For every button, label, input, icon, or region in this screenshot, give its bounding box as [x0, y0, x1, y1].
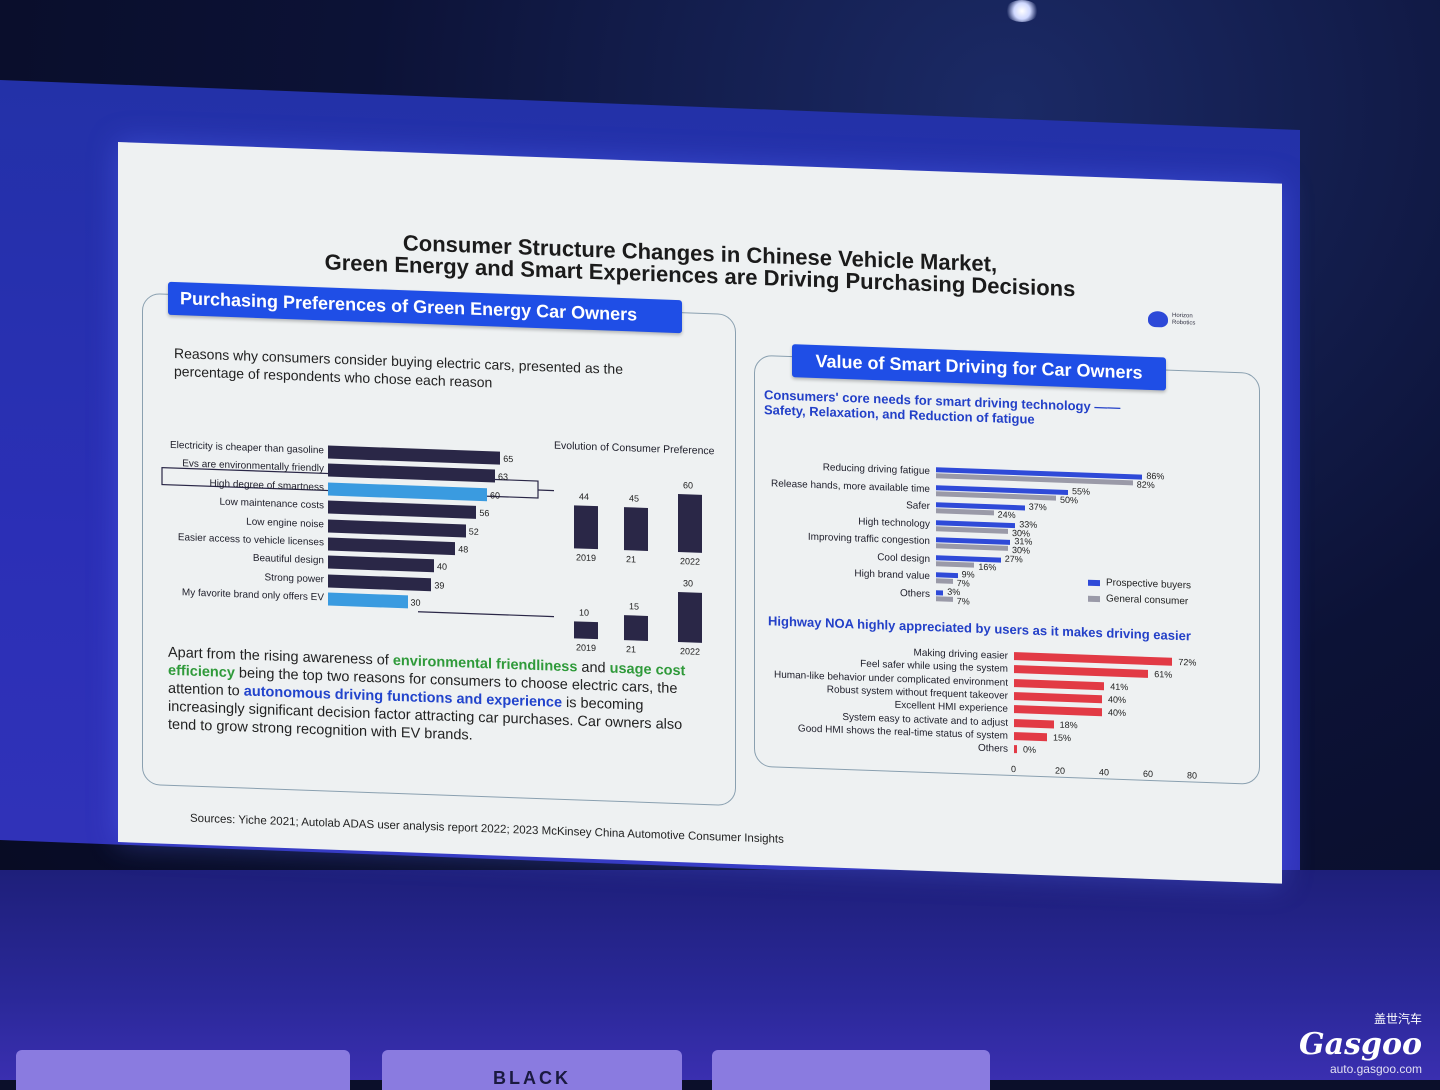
- legend-swatch-grey: [1088, 595, 1100, 602]
- connector-lower: [418, 611, 554, 618]
- stage-desk: [16, 1050, 350, 1090]
- stage-desk-right: [712, 1050, 990, 1090]
- evolution-year: 2019: [576, 642, 597, 654]
- noa-value: 18%: [1059, 719, 1078, 730]
- evolution-year: 2022: [680, 556, 701, 567]
- left-summary-paragraph: Apart from the rising awareness of envir…: [168, 644, 686, 744]
- evolution-year: 21: [626, 644, 637, 655]
- reason-value: 60: [490, 490, 501, 501]
- noa-value: 40%: [1108, 694, 1127, 705]
- reason-value: 63: [497, 471, 508, 483]
- evolution-bar: [678, 592, 702, 643]
- gasgoo-watermark: 盖世汽车 Gasgoo auto.gasgoo.com: [1299, 1010, 1422, 1076]
- noa-tick: 20: [1055, 765, 1066, 777]
- noa-value: 72%: [1178, 656, 1197, 668]
- presentation-slide: Consumer Structure Changes in Chinese Ve…: [118, 142, 1282, 884]
- evolution-year: 2022: [680, 646, 701, 657]
- noa-tick: 60: [1143, 769, 1154, 780]
- reason-value: 40: [437, 561, 448, 573]
- noa-tick: 80: [1187, 770, 1198, 782]
- evolution-value: 44: [579, 491, 590, 503]
- evolution-bar: [624, 506, 648, 551]
- watermark-brand: Gasgoo: [1299, 1027, 1422, 1062]
- evolution-bar: [678, 494, 702, 553]
- watermark-url: auto.gasgoo.com: [1329, 1062, 1422, 1076]
- need-bar-general: [936, 595, 953, 602]
- evolution-value: 10: [579, 607, 590, 619]
- noa-bar: [1014, 731, 1047, 742]
- noa-tick: 40: [1099, 767, 1110, 778]
- noa-value: 40%: [1108, 707, 1127, 719]
- need-bar-prospective: [936, 572, 958, 579]
- evolution-year: 2019: [576, 552, 597, 564]
- noa-value: 61%: [1154, 669, 1173, 681]
- need-value-general: 7%: [956, 595, 970, 606]
- evolution-bar: [574, 621, 598, 640]
- watermark-cn: 盖世汽车: [1373, 1012, 1422, 1026]
- reason-value: 48: [458, 544, 469, 555]
- need-bar-general: [936, 578, 953, 584]
- evolution-bar: [624, 615, 648, 641]
- reason-value: 30: [410, 597, 421, 609]
- reason-value: 52: [468, 526, 479, 537]
- need-value-prospective: 27%: [1004, 553, 1023, 564]
- evolution-value: 15: [629, 601, 640, 612]
- noa-bar: [1014, 718, 1054, 728]
- reason-value: 39: [434, 580, 445, 591]
- stage-floor: [0, 870, 1440, 1080]
- need-value-general: 24%: [997, 509, 1016, 521]
- noa-value: 0%: [1023, 744, 1037, 755]
- stage-desk-center: BLACK: [382, 1050, 682, 1090]
- evolution-value: 30: [683, 578, 694, 589]
- need-value-general: 16%: [978, 561, 997, 572]
- need-bar-prospective: [936, 589, 944, 596]
- evolution-year: 21: [626, 554, 637, 565]
- noa-value: 41%: [1110, 681, 1129, 692]
- noa-tick: 0: [1011, 764, 1017, 775]
- need-value-prospective: 37%: [1028, 501, 1047, 513]
- noa-value: 15%: [1053, 732, 1072, 743]
- desk-label: BLACK: [493, 1068, 571, 1088]
- noa-bar: [1014, 745, 1017, 754]
- stage-light: [1005, 0, 1039, 22]
- evolution-value: 45: [629, 492, 640, 504]
- legend-swatch-blue: [1088, 579, 1100, 586]
- connector-upper: [538, 489, 554, 492]
- evolution-bar: [574, 505, 598, 550]
- need-value-general: 82%: [1136, 479, 1155, 491]
- reason-value: 56: [479, 508, 490, 519]
- reason-value: 65: [503, 453, 514, 465]
- need-value-general: 50%: [1060, 494, 1079, 505]
- evolution-value: 60: [683, 480, 694, 491]
